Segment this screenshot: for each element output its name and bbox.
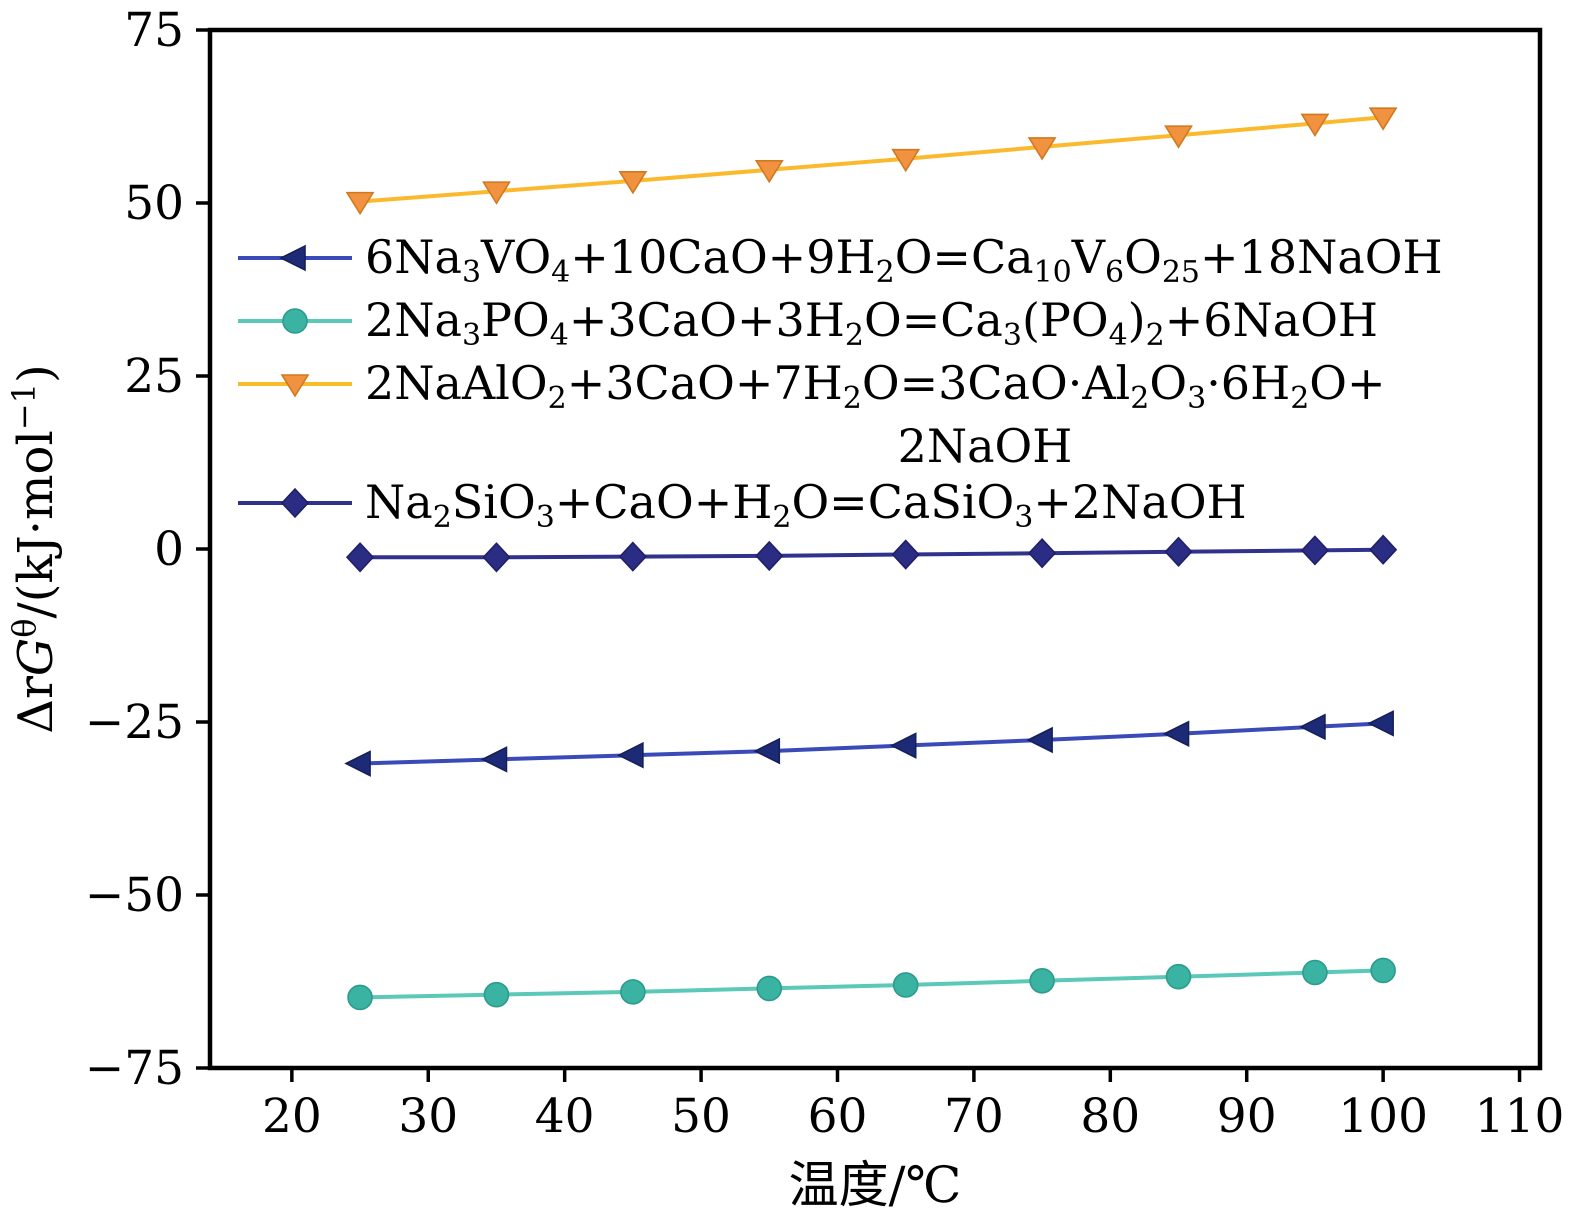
legend-entry: 2Na3PO4+3CaO+3H2O=Ca3(PO4)2+6NaOH [238,293,1378,353]
data-point-marker [1300,535,1330,566]
data-point-marker [345,191,375,216]
y-axis-title: ΔrGθ/(kJ·mol−1) [5,364,64,733]
legend: 6Na3VO4+10CaO+9H2O=Ca10V6O25+18NaOH2Na3P… [238,230,1443,535]
data-point-marker [1369,534,1398,565]
legend-label: Na2SiO3+CaO+H2O=CaSiO3+2NaOH [365,475,1247,535]
data-point-marker [1367,710,1394,737]
x-tick-label: 100 [1338,1089,1428,1144]
series-line [358,721,1386,766]
data-point-marker [483,981,510,1008]
data-point-marker [345,542,375,573]
x-axis: 20 30 40 50 60 70 80 90 100 110 [262,1068,1564,1144]
data-point-marker [892,972,919,998]
data-point-marker [753,737,781,765]
legend-marker [279,244,306,272]
data-point-marker [344,750,371,777]
series-2 [347,957,1396,1011]
legend-label-continuation: 2NaOH [898,419,1073,473]
series-line [358,115,1386,204]
legend-label: 2NaAlO2+3CaO+7H2O=3CaO·Al2O3·6H2O+ [365,356,1386,416]
data-point-marker [1026,726,1053,754]
data-point-marker [617,741,644,769]
data-point-marker [1302,959,1328,986]
x-tick-label: 80 [1080,1089,1140,1144]
y-tick-label: −75 [85,1041,184,1096]
data-point-marker [618,171,648,195]
x-axis-title: 温度/℃ [789,1156,962,1214]
legend-marker [280,487,310,519]
y-tick-label: −25 [85,695,184,750]
data-point-marker [1029,968,1055,994]
legend-entry: 6Na3VO4+10CaO+9H2O=Ca10V6O25+18NaOH [238,230,1443,290]
x-tick-label: 40 [535,1089,595,1144]
data-point-marker [1300,113,1330,137]
y-tick-label: 0 [154,522,184,577]
y-tick-label: 50 [124,176,184,231]
series-line [358,968,1386,1000]
x-tick-label: 20 [262,1089,322,1144]
data-point-marker [754,159,784,184]
x-tick-label: 110 [1475,1089,1565,1144]
data-point-marker [1368,107,1398,131]
data-point-marker [1028,537,1057,569]
data-point-marker [618,541,647,572]
y-tick-label: 75 [124,3,184,58]
data-point-marker [755,540,784,572]
legend-marker [280,374,310,398]
data-point-marker [891,148,921,173]
legend-entry: 2NaAlO2+3CaO+7H2O=3CaO·Al2O3·6H2O+ [238,356,1386,416]
series-3 [345,107,1398,216]
data-point-marker [620,979,646,1005]
x-tick-label: 90 [1217,1089,1277,1144]
x-tick-label: 30 [398,1089,458,1144]
data-point-marker [891,539,920,570]
data-point-marker [1027,137,1057,161]
series-line [358,547,1386,560]
legend-entry: Na2SiO3+CaO+H2O=CaSiO3+2NaOH [238,475,1247,535]
data-point-marker [756,975,783,1002]
data-point-marker [1164,125,1193,149]
legend-label: 6Na3VO4+10CaO+9H2O=Ca10V6O25+18NaOH [365,230,1443,290]
data-point-marker [482,181,511,205]
y-tick-label: −50 [85,868,184,923]
series-4 [345,534,1398,573]
x-tick-label: 70 [944,1089,1004,1144]
y-axis: −75 −50 −25 0 25 50 75 [85,3,210,1096]
legend-marker [282,308,308,334]
data-point-marker [1164,536,1193,567]
series-1 [344,710,1394,777]
data-point-marker [889,732,917,759]
data-point-marker [1299,713,1326,741]
data-point-marker [1370,957,1396,984]
y-tick-label: 25 [124,349,184,404]
x-tick-label: 50 [671,1089,731,1144]
data-point-marker [480,746,508,773]
data-point-marker [1162,720,1190,748]
data-point-marker [347,984,373,1011]
x-tick-label: 60 [808,1089,868,1144]
legend-label: 2Na3PO4+3CaO+3H2O=Ca3(PO4)2+6NaOH [365,293,1378,353]
data-point-marker [482,542,511,573]
data-point-marker [1165,963,1192,990]
